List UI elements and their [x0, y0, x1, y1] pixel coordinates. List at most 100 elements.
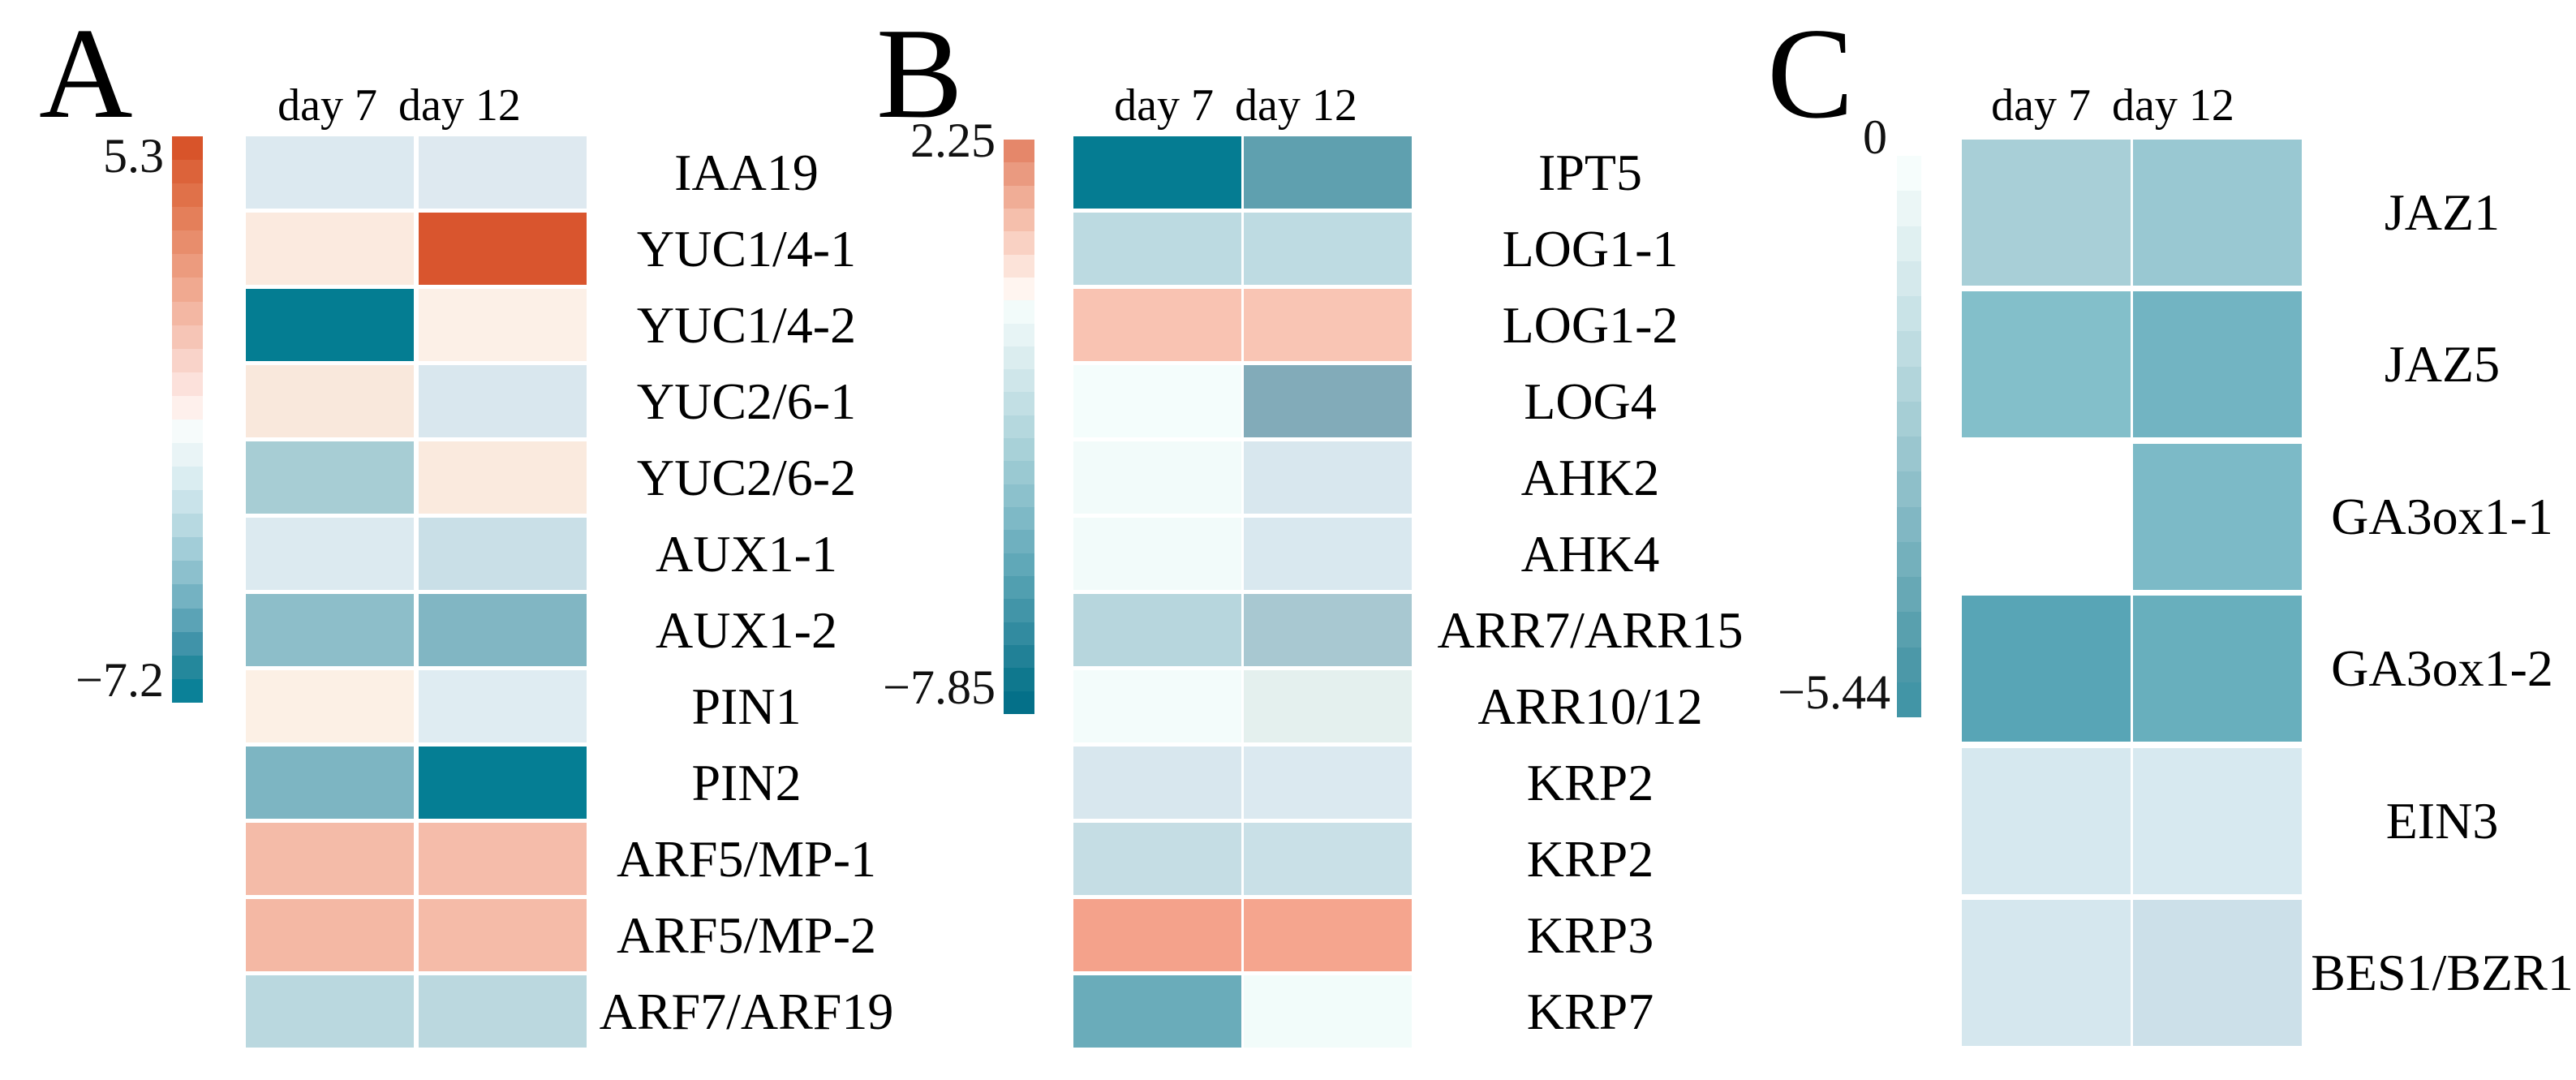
gene-label: LOG1-1	[1502, 220, 1679, 278]
heatmap-cell	[419, 747, 587, 819]
heatmap-cell	[1244, 670, 1412, 742]
colorbar-band	[1004, 208, 1034, 232]
colorbar-band	[172, 183, 203, 208]
colorbar-min-label: −5.44	[1778, 665, 1890, 719]
heatmap-cell	[419, 823, 587, 895]
heatmap-cell	[246, 670, 414, 742]
gene-label: AUX1-1	[656, 525, 837, 583]
colorbar-band	[172, 537, 203, 562]
colorbar-band	[172, 348, 203, 372]
gene-label: KRP2	[1526, 830, 1654, 888]
gene-label: LOG4	[1524, 372, 1657, 430]
colorbar-band	[1004, 254, 1034, 278]
gene-label: YUC1/4-1	[636, 220, 857, 278]
heatmap-cell	[246, 136, 414, 209]
heatmap-cell	[1244, 518, 1412, 590]
colorbar-band	[1897, 437, 1921, 472]
colorbar-band	[1004, 392, 1034, 415]
heatmap-cell	[419, 518, 587, 590]
colorbar-band	[172, 514, 203, 538]
colorbar-band	[1004, 599, 1034, 622]
colorbar-band	[1004, 575, 1034, 600]
heatmap-cell	[1073, 136, 1241, 209]
gene-label: AUX1-2	[656, 601, 837, 659]
gene-label: PIN1	[691, 678, 802, 735]
heatmap-cell	[1244, 823, 1412, 895]
gene-label: ARF5/MP-1	[616, 830, 877, 888]
gene-label: ARR10/12	[1477, 678, 1703, 735]
colorbar	[1004, 140, 1034, 714]
heatmap-cell	[1962, 748, 2131, 894]
heatmap-cell	[1244, 365, 1412, 437]
heatmap-cell	[1073, 289, 1241, 361]
heatmap-cell	[246, 213, 414, 285]
colorbar-band	[1897, 577, 1921, 613]
colorbar-band	[1004, 346, 1034, 370]
heatmap-cell	[1073, 899, 1241, 971]
colorbar-band	[1897, 541, 1921, 577]
colorbar-band	[172, 395, 203, 420]
column-header-day12: day 12	[2112, 80, 2234, 131]
column-headers: day 7 day 12	[277, 81, 521, 130]
heatmap-cell	[246, 365, 414, 437]
heatmap-cell	[1073, 975, 1241, 1048]
colorbar-band	[172, 325, 203, 349]
gene-label: YUC1/4-2	[636, 296, 857, 354]
heatmap-cell	[246, 441, 414, 514]
colorbar-band	[1897, 401, 1921, 437]
colorbar-band	[1004, 530, 1034, 553]
gene-label: GA3ox1-1	[2331, 488, 2553, 545]
colorbar-band	[172, 230, 203, 255]
heatmap-cell	[1073, 747, 1241, 819]
colorbar	[1897, 156, 1921, 717]
colorbar-min-label: −7.2	[75, 653, 164, 707]
colorbar-max-label: 2.25	[910, 114, 996, 167]
gene-label: AHK4	[1520, 525, 1660, 583]
colorbar-band	[172, 584, 203, 609]
colorbar-band	[1004, 185, 1034, 209]
heatmap-cell	[246, 289, 414, 361]
heatmap-cell	[2133, 748, 2302, 894]
colorbar-band	[1897, 191, 1921, 226]
colorbar-band	[1897, 366, 1921, 402]
gene-label: YUC2/6-2	[636, 449, 857, 506]
column-header-day7: day 7	[1114, 80, 1214, 131]
heatmap-cell	[1244, 594, 1412, 666]
colorbar-band	[1004, 162, 1034, 186]
colorbar-band	[172, 655, 203, 679]
colorbar-band	[1897, 647, 1921, 682]
colorbar-band	[1897, 331, 1921, 367]
colorbar-min-label: −7.85	[883, 660, 996, 714]
heatmap-cell	[2133, 444, 2302, 590]
colorbar-max-label: 5.3	[103, 129, 164, 183]
colorbar-band	[172, 301, 203, 325]
heatmap-cell	[246, 899, 414, 971]
gene-label: JAZ1	[2384, 183, 2501, 241]
colorbar-band	[1004, 438, 1034, 462]
heatmap-cell	[419, 365, 587, 437]
heatmap-cell	[1962, 140, 2131, 286]
heatmap-cell	[1244, 975, 1412, 1048]
heatmap-cell	[419, 670, 587, 742]
column-header-day12: day 12	[1235, 80, 1357, 131]
heatmap-cell	[1962, 900, 2131, 1046]
gene-label: YUC2/6-1	[636, 372, 857, 430]
heatmap-cell	[2133, 900, 2302, 1046]
heatmap-cell	[1073, 441, 1241, 514]
colorbar-band	[172, 631, 203, 656]
colorbar-band	[1004, 622, 1034, 645]
heatmap-cell	[1244, 899, 1412, 971]
colorbar-band	[1004, 323, 1034, 346]
colorbar-band	[1004, 231, 1034, 255]
column-headers: day 7 day 12	[1114, 81, 1357, 130]
heatmap-cell	[1244, 136, 1412, 209]
panel-letter-c: C	[1767, 1, 1854, 145]
heatmap-cell	[246, 747, 414, 819]
heatmap-cell	[419, 289, 587, 361]
colorbar-band	[1004, 277, 1034, 301]
gene-label: LOG1-2	[1502, 296, 1679, 354]
heatmap-cell	[419, 594, 587, 666]
